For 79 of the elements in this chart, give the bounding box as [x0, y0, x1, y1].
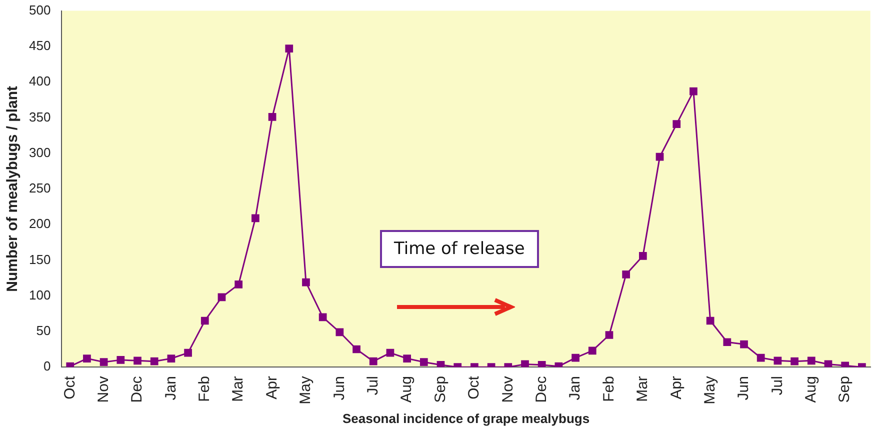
- point: [774, 356, 782, 365]
- point: [656, 152, 664, 161]
- x-tick-label: Nov: [94, 376, 112, 403]
- x-tick-label: Oct: [466, 375, 483, 400]
- point: [723, 338, 732, 346]
- x-tick-label: Jul: [768, 376, 786, 396]
- x-tick-label: Jun: [330, 376, 348, 400]
- point: [218, 293, 226, 302]
- point: [436, 360, 445, 368]
- y-tick-label: 150: [28, 252, 51, 267]
- point: [690, 87, 698, 96]
- x-tick-label: Aug: [802, 376, 820, 403]
- point: [184, 348, 192, 357]
- point: [83, 354, 91, 362]
- x-axis-title: Seasonal incidence of grape mealybugs: [342, 410, 590, 426]
- y-tick-label: 400: [28, 74, 51, 89]
- y-tick-label: 50: [36, 323, 51, 338]
- point: [200, 316, 209, 325]
- point: [318, 313, 327, 322]
- y-tick-label: 0: [43, 358, 51, 374]
- point: [706, 316, 714, 325]
- point: [638, 252, 647, 260]
- point: [672, 120, 681, 128]
- point: [807, 356, 816, 365]
- point: [790, 357, 798, 366]
- point: [605, 331, 614, 339]
- point: [386, 348, 394, 357]
- x-tick-label: Jun: [735, 376, 752, 400]
- x-tick-label: Apr: [668, 376, 685, 400]
- point: [302, 278, 310, 286]
- point: [403, 354, 411, 362]
- point: [369, 357, 378, 366]
- x-tick-label: Nov: [499, 376, 516, 403]
- point: [572, 354, 580, 362]
- y-tick-label: 350: [28, 109, 51, 124]
- point: [622, 270, 630, 278]
- point: [740, 340, 748, 348]
- x-tick-label: Aug: [398, 376, 416, 403]
- x-tick-label: Sep: [836, 376, 854, 403]
- x-tick-label: Mar: [230, 376, 247, 402]
- x-tick-label: Jan: [162, 376, 180, 400]
- point: [285, 44, 294, 52]
- y-tick-label: 500: [28, 2, 51, 18]
- point: [268, 113, 276, 121]
- x-tick-label: Dec: [128, 376, 146, 403]
- point: [824, 360, 832, 368]
- point: [521, 360, 529, 368]
- point: [588, 346, 596, 355]
- point: [538, 360, 546, 368]
- x-tick-label: Apr: [263, 376, 280, 400]
- point: [252, 214, 260, 222]
- x-tick-label: May: [701, 376, 718, 404]
- point: [116, 356, 125, 364]
- point: [420, 358, 428, 366]
- point: [167, 354, 176, 362]
- y-tick-label: 450: [28, 38, 51, 54]
- y-tick-label: 100: [28, 287, 51, 302]
- point: [150, 357, 158, 366]
- y-tick-label: 300: [28, 144, 51, 160]
- point: [134, 356, 142, 365]
- point: [352, 345, 360, 354]
- point: [841, 362, 850, 368]
- x-tick-label: Jan: [566, 376, 584, 400]
- point: [234, 280, 243, 288]
- x-tick-label: Jul: [364, 376, 382, 396]
- x-tick-label: Feb: [196, 376, 214, 402]
- x-tick-label: May: [297, 376, 314, 404]
- x-tick-label: Oct: [61, 375, 78, 400]
- x-tick-label: Feb: [600, 376, 618, 402]
- x-tick-label: Dec: [532, 376, 550, 403]
- y-tick-label: 250: [28, 180, 51, 196]
- point: [756, 354, 765, 362]
- point: [336, 328, 344, 336]
- point: [100, 358, 108, 366]
- x-tick-label: Mar: [634, 376, 652, 402]
- annotation: Time of release: [380, 230, 539, 268]
- y-axis-title: Number of mealybugs / plant: [4, 86, 22, 292]
- x-tick-label: Sep: [432, 376, 449, 403]
- y-tick-label: 200: [28, 216, 51, 232]
